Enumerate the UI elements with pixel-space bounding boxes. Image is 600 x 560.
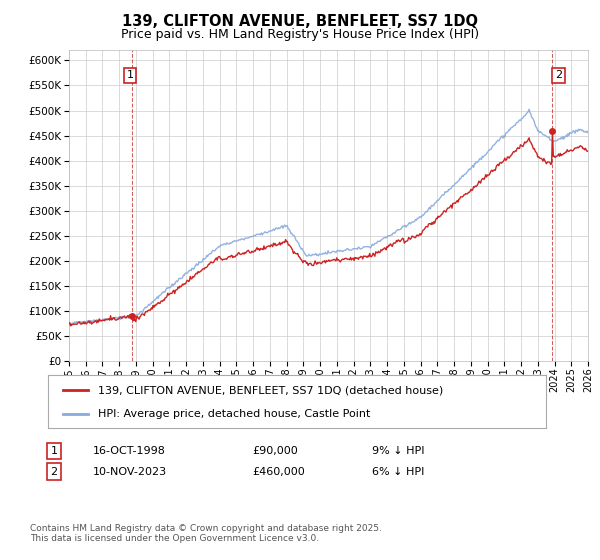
Text: 9% ↓ HPI: 9% ↓ HPI bbox=[372, 446, 425, 456]
Text: Contains HM Land Registry data © Crown copyright and database right 2025.
This d: Contains HM Land Registry data © Crown c… bbox=[30, 524, 382, 543]
Text: Price paid vs. HM Land Registry's House Price Index (HPI): Price paid vs. HM Land Registry's House … bbox=[121, 28, 479, 41]
Text: HPI: Average price, detached house, Castle Point: HPI: Average price, detached house, Cast… bbox=[98, 408, 370, 418]
Text: 139, CLIFTON AVENUE, BENFLEET, SS7 1DQ: 139, CLIFTON AVENUE, BENFLEET, SS7 1DQ bbox=[122, 14, 478, 29]
Text: 1: 1 bbox=[127, 71, 133, 81]
Text: 6% ↓ HPI: 6% ↓ HPI bbox=[372, 466, 424, 477]
Text: 10-NOV-2023: 10-NOV-2023 bbox=[93, 466, 167, 477]
Text: 2: 2 bbox=[50, 466, 58, 477]
Text: 139, CLIFTON AVENUE, BENFLEET, SS7 1DQ (detached house): 139, CLIFTON AVENUE, BENFLEET, SS7 1DQ (… bbox=[98, 385, 443, 395]
Text: 16-OCT-1998: 16-OCT-1998 bbox=[93, 446, 166, 456]
Text: 1: 1 bbox=[50, 446, 58, 456]
Text: 2: 2 bbox=[554, 71, 562, 81]
Text: £90,000: £90,000 bbox=[252, 446, 298, 456]
Text: £460,000: £460,000 bbox=[252, 466, 305, 477]
